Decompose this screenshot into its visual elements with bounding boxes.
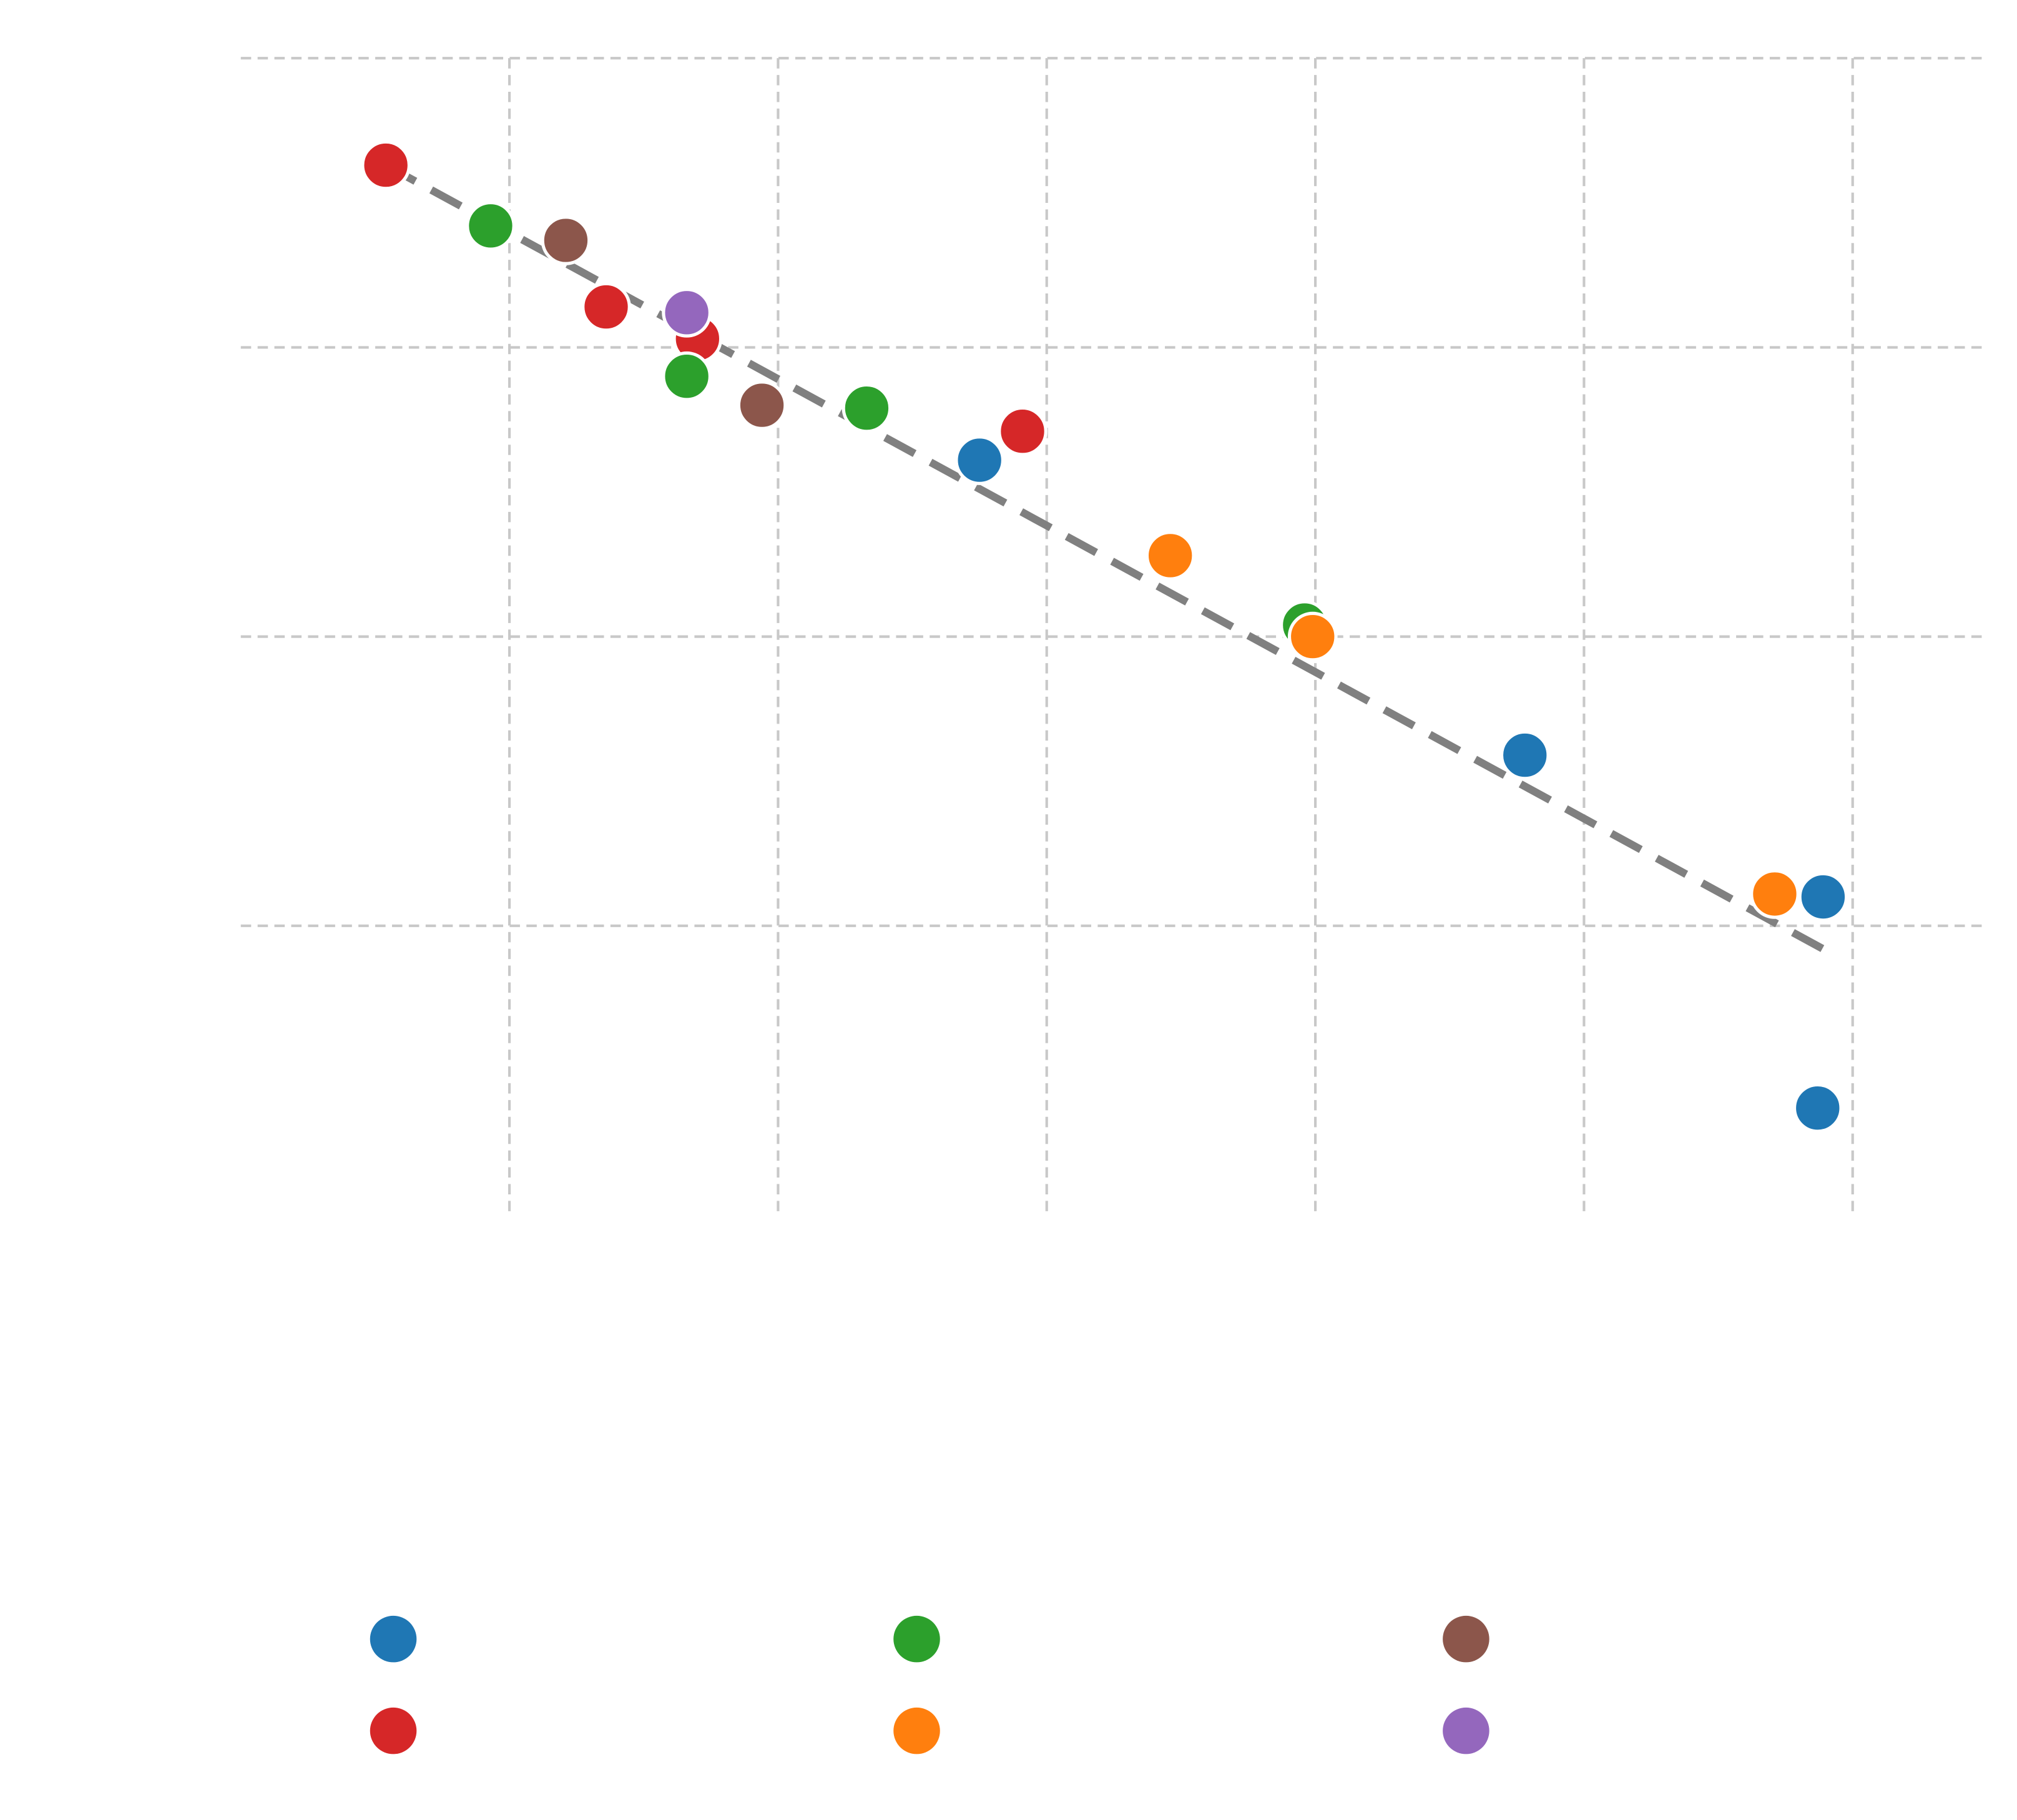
point [662, 351, 712, 401]
point [581, 282, 631, 332]
point [1145, 531, 1195, 581]
point [998, 406, 1048, 456]
point [1792, 1083, 1843, 1133]
point [737, 380, 787, 430]
point [466, 200, 516, 251]
point [1750, 869, 1800, 919]
legend-marker [1443, 1707, 1489, 1754]
point [955, 435, 1004, 485]
legend-marker [893, 1707, 940, 1754]
point [361, 140, 411, 190]
point [1798, 872, 1848, 922]
legend-marker [893, 1615, 940, 1663]
point [842, 383, 892, 433]
legend-marker [370, 1707, 417, 1754]
point [662, 287, 712, 338]
legend-marker [370, 1615, 417, 1663]
point [541, 215, 591, 265]
point [1499, 730, 1550, 780]
legend-marker [1443, 1615, 1489, 1663]
point [1287, 611, 1338, 662]
